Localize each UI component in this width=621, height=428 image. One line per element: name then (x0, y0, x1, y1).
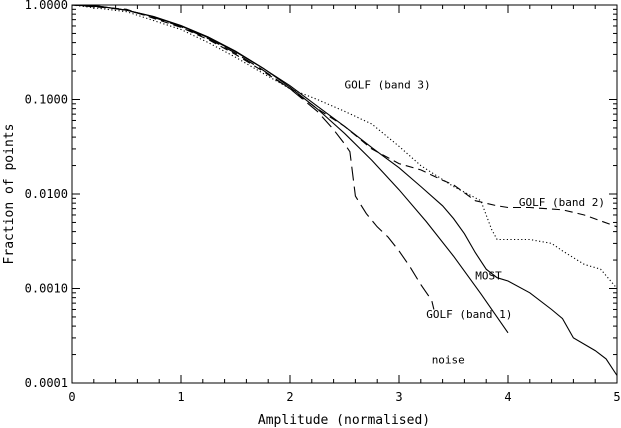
x-tick-label: 3 (395, 390, 402, 404)
series-label-noise: noise (432, 354, 465, 367)
series-label-golf-band-2: GOLF (band 2) (519, 196, 605, 209)
series-label-most: MOST (475, 269, 502, 282)
plot-frame (71, 4, 618, 384)
series-line-golf-band-1 (71, 4, 435, 310)
series-line-golf-band-3 (71, 4, 618, 289)
y-tick-label: 0.0001 (25, 376, 68, 390)
series-label-golf-band-3: GOLF (band 3) (345, 79, 431, 92)
y-tick-label: 1.0000 (25, 0, 68, 12)
x-axis-ticks: 0 1 2 3 4 5 (68, 5, 621, 404)
x-tick-label: 5 (613, 390, 620, 404)
y-axis-ticks: 0.0001 0.0010 0.0100 0.1000 1.0000 (25, 0, 617, 390)
series-line-golf-band-2 (71, 4, 618, 228)
series-line-most (71, 4, 618, 376)
y-tick-label: 0.0100 (25, 187, 68, 201)
x-tick-label: 4 (504, 390, 511, 404)
x-tick-label: 2 (286, 390, 293, 404)
series-label-golf-band-1: GOLF (band 1) (426, 308, 512, 321)
series-line-noise (71, 4, 509, 334)
y-axis-title: Fraction of points (2, 124, 17, 265)
y-tick-label: 0.0010 (25, 282, 68, 296)
x-tick-label: 1 (177, 390, 184, 404)
x-tick-label: 0 (68, 390, 75, 404)
series-layer (71, 4, 618, 376)
series-labels: noise MOST GOLF (band 1) GOLF (band 2) GOLF … (345, 79, 605, 367)
y-tick-label: 0.1000 (25, 93, 68, 107)
x-axis-title: Amplitude (normalised) (258, 413, 430, 428)
